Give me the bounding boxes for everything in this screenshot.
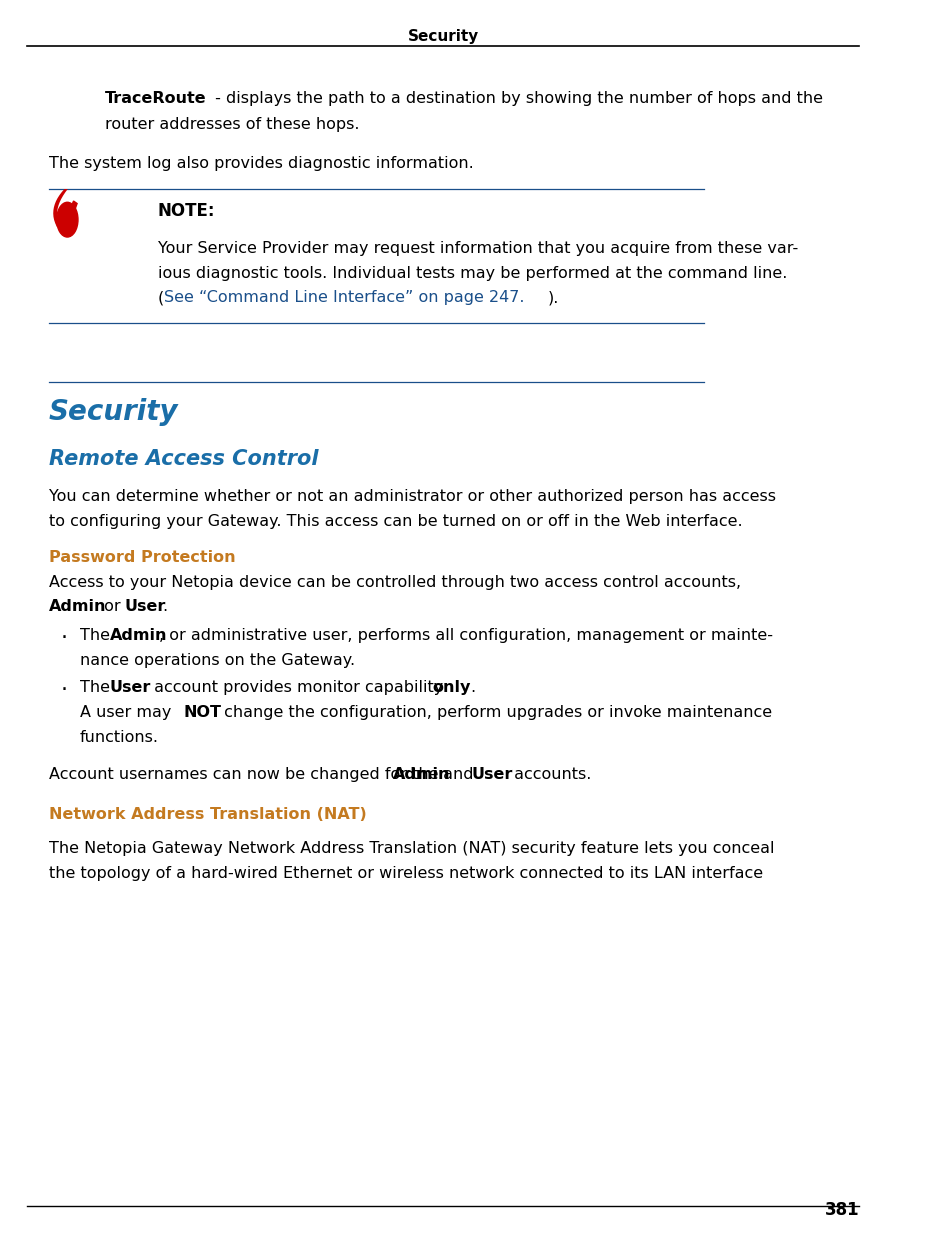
- Text: change the configuration, perform upgrades or invoke maintenance: change the configuration, perform upgrad…: [219, 705, 772, 720]
- Polygon shape: [70, 201, 77, 213]
- Text: .: .: [470, 680, 476, 695]
- Text: You can determine whether or not an administrator or other authorized person has: You can determine whether or not an admi…: [49, 489, 775, 504]
- Text: - displays the path to a destination by showing the number of hops and the: - displays the path to a destination by …: [210, 91, 823, 105]
- Text: User: User: [124, 599, 166, 614]
- Text: ·: ·: [60, 680, 67, 700]
- Text: ·: ·: [60, 628, 67, 648]
- Text: Admin: Admin: [110, 628, 168, 643]
- Text: to configuring your Gateway. This access can be turned on or off in the Web inte: to configuring your Gateway. This access…: [49, 514, 742, 529]
- Text: See “Command Line Interface” on page 247.: See “Command Line Interface” on page 247…: [164, 290, 525, 305]
- Text: NOT: NOT: [184, 705, 221, 720]
- Text: Network Address Translation (NAT): Network Address Translation (NAT): [49, 807, 366, 822]
- Text: User: User: [471, 767, 512, 782]
- Text: only: only: [432, 680, 471, 695]
- Text: The: The: [80, 628, 115, 643]
- Text: Account usernames can now be changed for the: Account usernames can now be changed for…: [49, 767, 444, 782]
- Text: .: .: [162, 599, 168, 614]
- Text: The system log also provides diagnostic information.: The system log also provides diagnostic …: [49, 156, 474, 171]
- Ellipse shape: [57, 202, 78, 237]
- Text: Password Protection: Password Protection: [49, 550, 236, 565]
- Text: 381: 381: [825, 1200, 859, 1219]
- Text: and: and: [438, 767, 479, 782]
- Text: Access to your Netopia device can be controlled through two access control accou: Access to your Netopia device can be con…: [49, 575, 740, 589]
- Text: account provides monitor capability: account provides monitor capability: [149, 680, 448, 695]
- Text: User: User: [110, 680, 152, 695]
- Text: , or administrative user, performs all configuration, management or mainte-: , or administrative user, performs all c…: [158, 628, 772, 643]
- Text: A user may: A user may: [80, 705, 176, 720]
- Text: The: The: [80, 680, 115, 695]
- Text: Admin: Admin: [49, 599, 106, 614]
- Text: Remote Access Control: Remote Access Control: [49, 449, 318, 469]
- Text: TraceRoute: TraceRoute: [105, 91, 206, 105]
- Text: Security: Security: [49, 398, 178, 427]
- Text: accounts.: accounts.: [510, 767, 592, 782]
- Text: (: (: [50, 189, 66, 231]
- Text: NOTE:: NOTE:: [157, 202, 215, 220]
- Text: nance operations on the Gateway.: nance operations on the Gateway.: [80, 653, 355, 668]
- Text: ).: ).: [547, 290, 559, 305]
- Text: or: or: [99, 599, 126, 614]
- Text: The Netopia Gateway Network Address Translation (NAT) security feature lets you : The Netopia Gateway Network Address Tran…: [49, 841, 774, 856]
- Text: Security: Security: [407, 29, 479, 43]
- Text: Your Service Provider may request information that you acquire from these var-: Your Service Provider may request inform…: [157, 241, 798, 256]
- Text: Admin: Admin: [393, 767, 450, 782]
- Text: functions.: functions.: [80, 730, 159, 745]
- Text: router addresses of these hops.: router addresses of these hops.: [105, 117, 359, 132]
- Text: ious diagnostic tools. Individual tests may be performed at the command line.: ious diagnostic tools. Individual tests …: [157, 266, 788, 280]
- Text: the topology of a hard-wired Ethernet or wireless network connected to its LAN i: the topology of a hard-wired Ethernet or…: [49, 866, 763, 881]
- Text: (: (: [157, 290, 164, 305]
